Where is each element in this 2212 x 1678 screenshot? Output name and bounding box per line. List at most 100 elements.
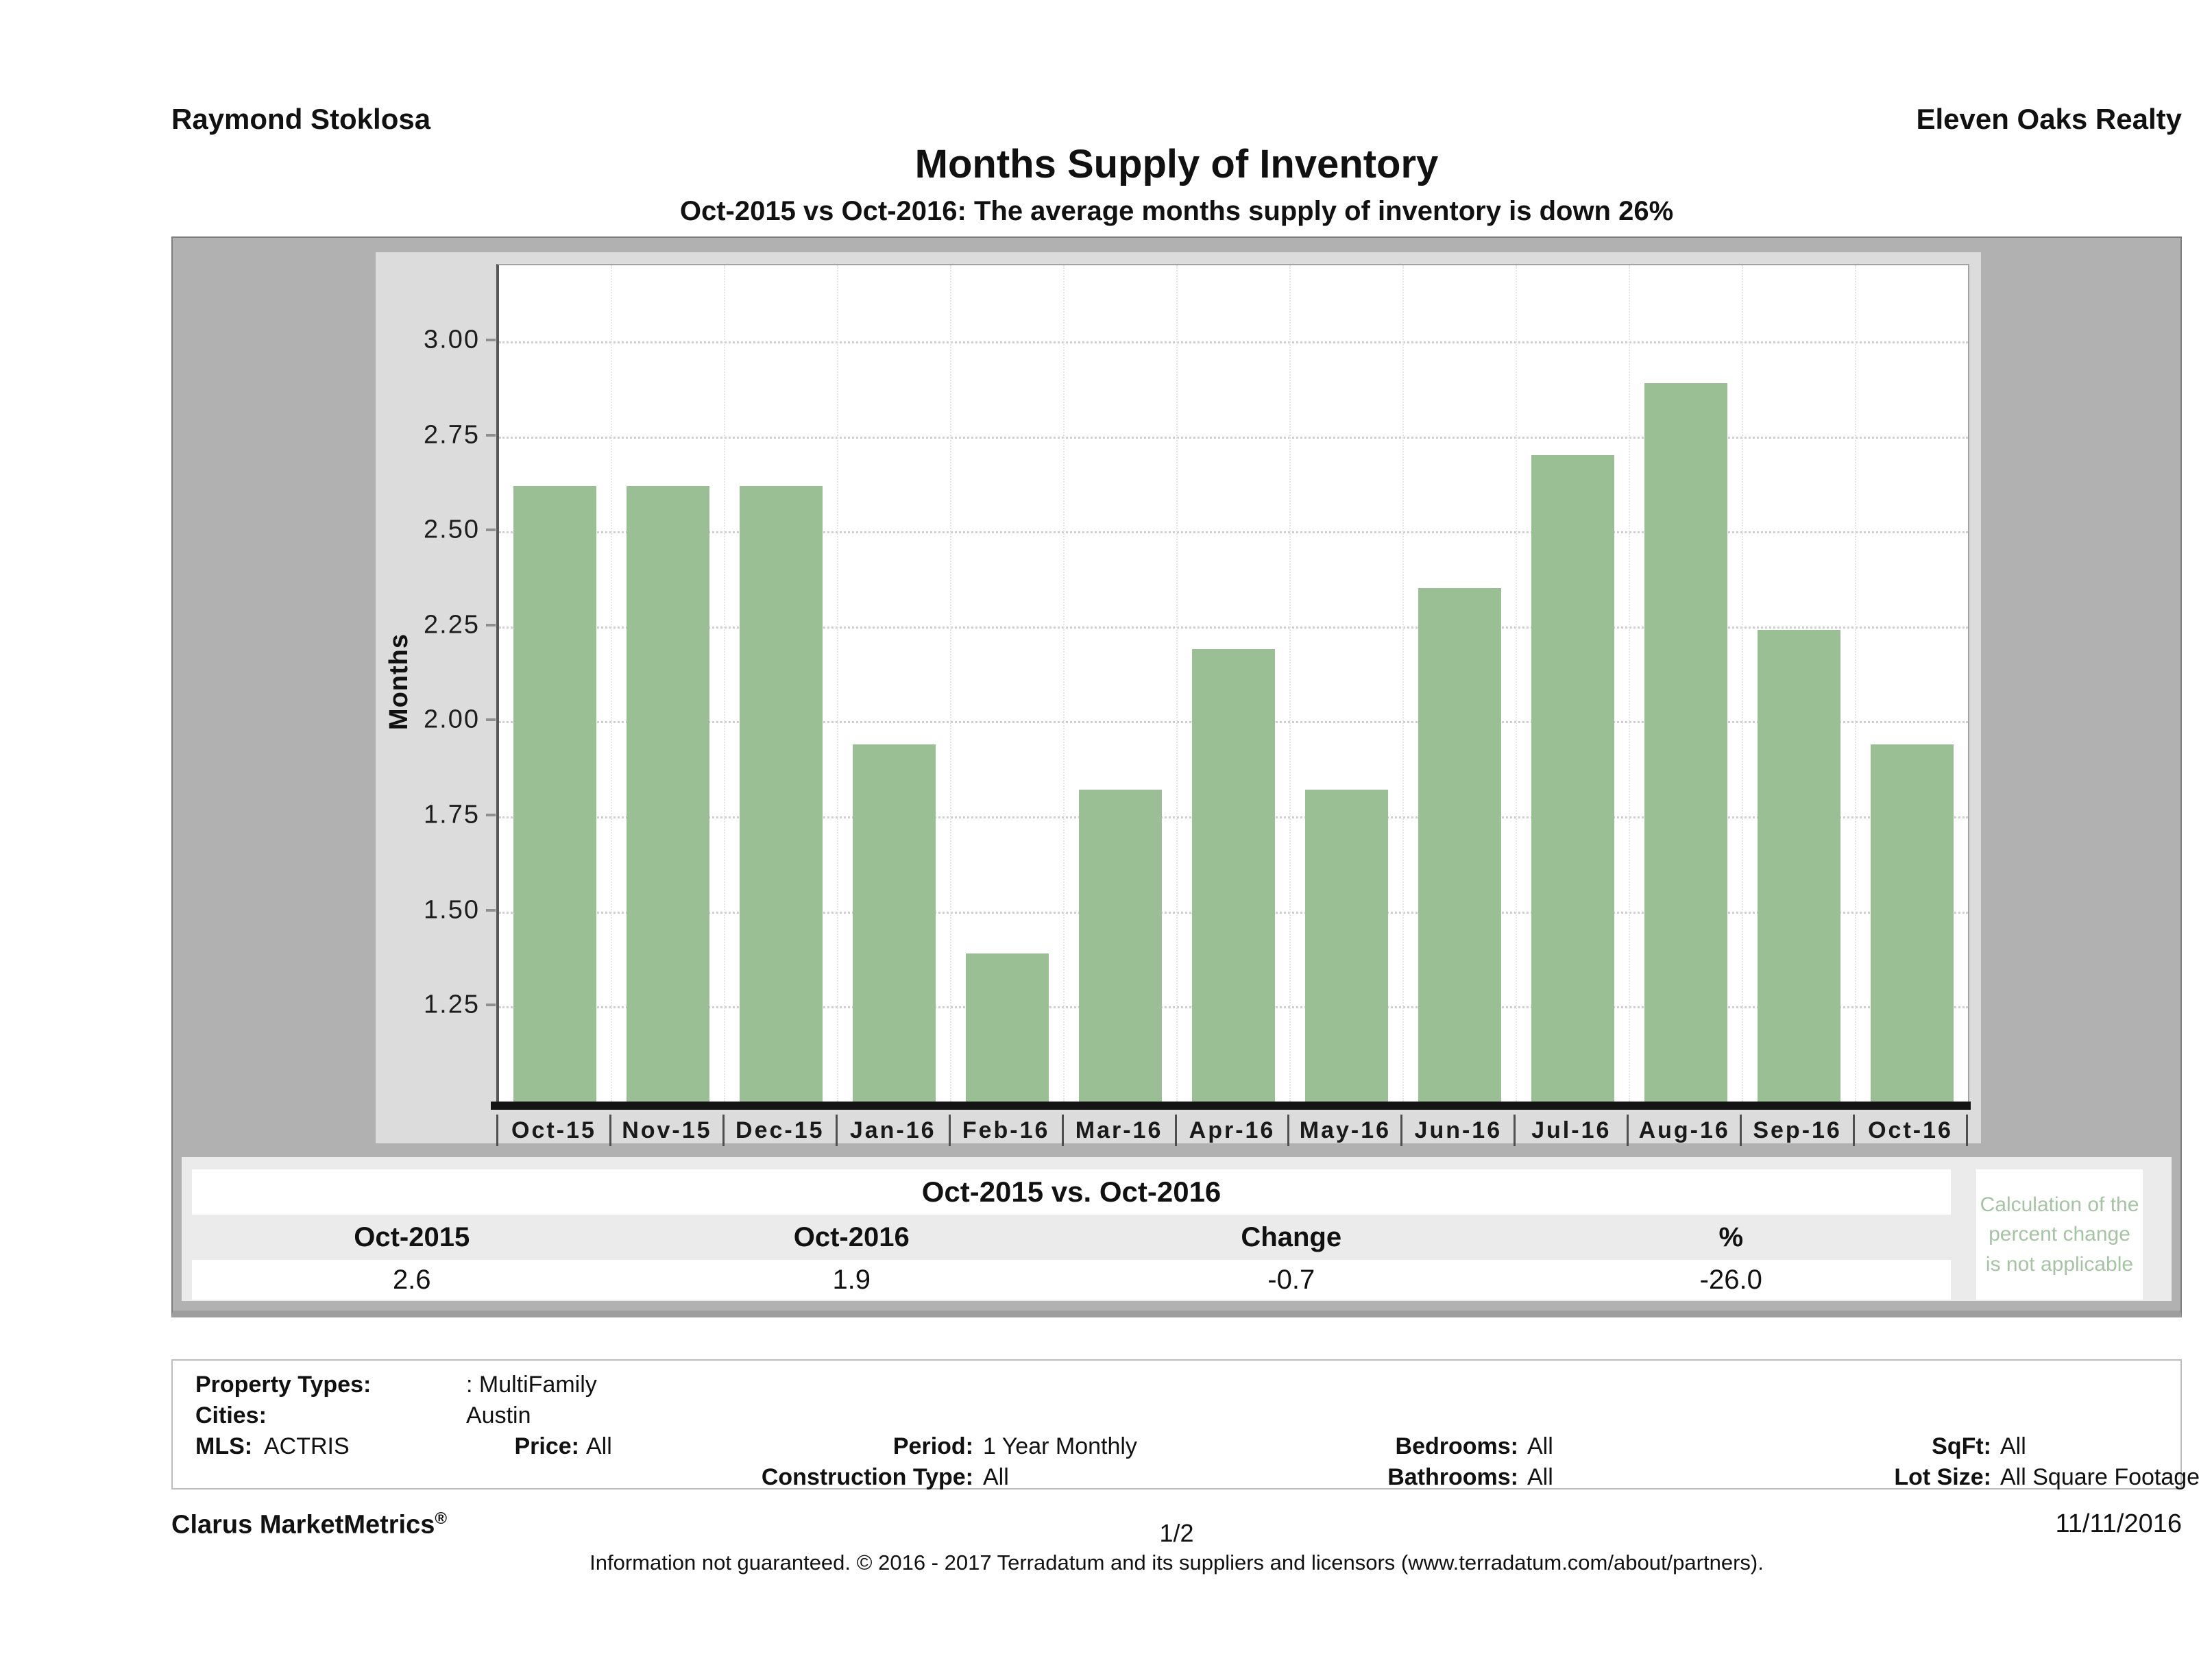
y-tick-label-1.25: 1.25 bbox=[424, 990, 480, 1019]
bar-Jan-16 bbox=[853, 744, 936, 1102]
y-tick-mark-3.00 bbox=[486, 338, 496, 341]
x-axis-label-Aug-16: Aug-16 bbox=[1627, 1115, 1740, 1146]
summary-col-Oct-2015: Oct-2015 bbox=[354, 1221, 470, 1252]
percent-change-note: Calculation of the percent change is not a… bbox=[1976, 1169, 2143, 1300]
summary-value-Oct-2015: 2.6 bbox=[392, 1264, 431, 1295]
registered-mark: ® bbox=[435, 1509, 448, 1528]
y-tick-label-2.25: 2.25 bbox=[424, 610, 480, 640]
y-tick-mark-2.50 bbox=[486, 528, 496, 532]
x-axis-label-Feb-16: Feb-16 bbox=[948, 1115, 1062, 1146]
bar-slot-Aug-16 bbox=[1629, 265, 1742, 1102]
x-axis-label-Jun-16: Jun-16 bbox=[1400, 1115, 1514, 1146]
bar-May-16 bbox=[1305, 790, 1388, 1102]
bar-Jun-16 bbox=[1418, 588, 1501, 1102]
sqft-value: All bbox=[2000, 1433, 2026, 1459]
gridline-2.25 bbox=[499, 626, 1968, 629]
gridline-2.50 bbox=[499, 531, 1968, 534]
bar-slot-Jan-16 bbox=[837, 265, 950, 1102]
bar-Oct-15 bbox=[513, 485, 596, 1102]
x-axis-label-Jul-16: Jul-16 bbox=[1514, 1115, 1627, 1146]
note-line-2: percent change bbox=[1989, 1223, 2130, 1246]
period-label: Period: bbox=[892, 1433, 973, 1459]
bar-Nov-15 bbox=[627, 485, 709, 1102]
x-axis-label-Mar-16: Mar-16 bbox=[1061, 1115, 1175, 1146]
report-date: 11/11/2016 bbox=[2055, 1509, 2182, 1538]
sqft-label: SqFt: bbox=[1932, 1433, 1991, 1459]
bar-slot-Dec-15 bbox=[724, 265, 837, 1102]
bar-slot-Feb-16 bbox=[950, 265, 1063, 1102]
y-tick-label-3.00: 3.00 bbox=[424, 325, 480, 354]
bar-Dec-15 bbox=[740, 485, 823, 1102]
summary-value-%: -26.0 bbox=[1699, 1264, 1762, 1295]
bar-slot-Nov-15 bbox=[611, 265, 724, 1102]
plot-area bbox=[496, 264, 1969, 1102]
bar-Mar-16 bbox=[1079, 790, 1162, 1102]
y-tick-label-2.75: 2.75 bbox=[424, 420, 480, 450]
summary-table-title-row: Oct-2015 vs. Oct-2016 bbox=[192, 1169, 1951, 1215]
x-axis-label-Nov-15: Nov-15 bbox=[609, 1115, 722, 1146]
bar-Feb-16 bbox=[966, 953, 1049, 1102]
gridline-3.00 bbox=[499, 341, 1968, 343]
bar-slot-Apr-16 bbox=[1176, 265, 1289, 1102]
report-title: Months Supply of Inventory bbox=[914, 142, 1439, 186]
x-axis-label-Dec-15: Dec-15 bbox=[722, 1115, 836, 1146]
lot-size-value: All Square Footage bbox=[2000, 1464, 2200, 1490]
x-axis-label-Sep-16: Sep-16 bbox=[1740, 1115, 1853, 1146]
cities-label: Cities: bbox=[195, 1402, 267, 1428]
bathrooms-value: All bbox=[1527, 1464, 1553, 1490]
summary-col-Change: Change bbox=[1241, 1221, 1342, 1252]
bathrooms-label: Bathrooms: bbox=[1387, 1464, 1518, 1490]
gridline-2.75 bbox=[499, 436, 1968, 439]
bar-slot-Sep-16 bbox=[1742, 265, 1855, 1102]
y-tick-label-1.50: 1.50 bbox=[424, 895, 480, 925]
price-value: All bbox=[586, 1433, 612, 1459]
footer-brand: Clarus MarketMetrics® bbox=[171, 1509, 448, 1540]
bar-Aug-16 bbox=[1644, 382, 1727, 1102]
cities-value: Austin bbox=[466, 1402, 531, 1428]
bar-slot-May-16 bbox=[1289, 265, 1402, 1102]
property-types-label: Property Types: bbox=[195, 1372, 372, 1398]
x-axis-labels: Oct-15 Nov-15 Dec-15 Jan-16 Feb-16 Mar-16 Apr-… bbox=[496, 1115, 1968, 1147]
y-tick-mark-1.50 bbox=[486, 908, 496, 912]
footer-disclaimer: Information not guaranteed. © 2016 - 201… bbox=[590, 1551, 1764, 1574]
mls-label: MLS: bbox=[195, 1433, 253, 1459]
bar-slot-Jul-16 bbox=[1516, 265, 1629, 1102]
summary-table-value-row: 2.6 1.9 -0.7 -26.0 bbox=[192, 1260, 1951, 1300]
x-axis-baseline bbox=[491, 1102, 1971, 1110]
summary-table-header-row: Oct-2015 Oct-2016 Change% bbox=[192, 1215, 1951, 1260]
agent-name: Raymond Stoklosa bbox=[171, 103, 431, 135]
summary-col-%: % bbox=[1718, 1221, 1744, 1252]
page-number: 1/2 bbox=[1159, 1519, 1194, 1547]
x-axis-label-Oct-16: Oct-16 bbox=[1853, 1115, 1968, 1146]
summary-col-Oct-2016: Oct-2016 bbox=[793, 1221, 910, 1252]
summary-value-Oct-2016: 1.9 bbox=[832, 1264, 871, 1295]
bars bbox=[499, 265, 1968, 1102]
note-line-1: Calculation of the bbox=[1980, 1193, 2139, 1216]
summary-table-title: Oct-2015 vs. Oct-2016 bbox=[921, 1176, 1222, 1208]
chart-panel: Months 3.00 2.75 2.50 2.25 2.00 1.75 1.50 1.25 … bbox=[376, 252, 1981, 1146]
x-axis-label-Jan-16: Jan-16 bbox=[835, 1115, 949, 1146]
y-tick-mark-1.75 bbox=[486, 814, 496, 817]
mls-value: ACTRIS bbox=[264, 1433, 350, 1459]
x-axis-label-May-16: May-16 bbox=[1287, 1115, 1400, 1146]
period-value: 1 Year Monthly bbox=[983, 1433, 1137, 1459]
price-label: Price: bbox=[514, 1433, 580, 1459]
report-subtitle: Oct-2015 vs Oct-2016: The average months… bbox=[679, 196, 1674, 226]
criteria-box: Property Types: : MultiFamily Cities: Au… bbox=[171, 1359, 2200, 1490]
y-axis-ticks bbox=[485, 264, 496, 1100]
summary-value-Change: -0.7 bbox=[1267, 1264, 1315, 1295]
property-types-value: : MultiFamily bbox=[466, 1372, 597, 1398]
bar-Sep-16 bbox=[1758, 630, 1840, 1102]
company-name: Eleven Oaks Realty bbox=[1916, 103, 2182, 135]
y-tick-mark-2.75 bbox=[486, 433, 496, 437]
bar-Jul-16 bbox=[1531, 455, 1614, 1102]
y-axis-labels: 3.00 2.75 2.50 2.25 2.00 1.75 1.50 1.25 bbox=[376, 264, 485, 1100]
y-tick-label-2.50: 2.50 bbox=[424, 515, 480, 544]
bar-slot-Mar-16 bbox=[1063, 265, 1176, 1102]
bar-Oct-16 bbox=[1871, 744, 1954, 1102]
note-line-3: is not applicable bbox=[1985, 1252, 2134, 1276]
bedrooms-value: All bbox=[1527, 1433, 1553, 1459]
y-tick-mark-2.25 bbox=[486, 623, 496, 627]
lot-size-label: Lot Size: bbox=[1894, 1464, 1991, 1490]
y-tick-label-1.75: 1.75 bbox=[424, 800, 480, 829]
